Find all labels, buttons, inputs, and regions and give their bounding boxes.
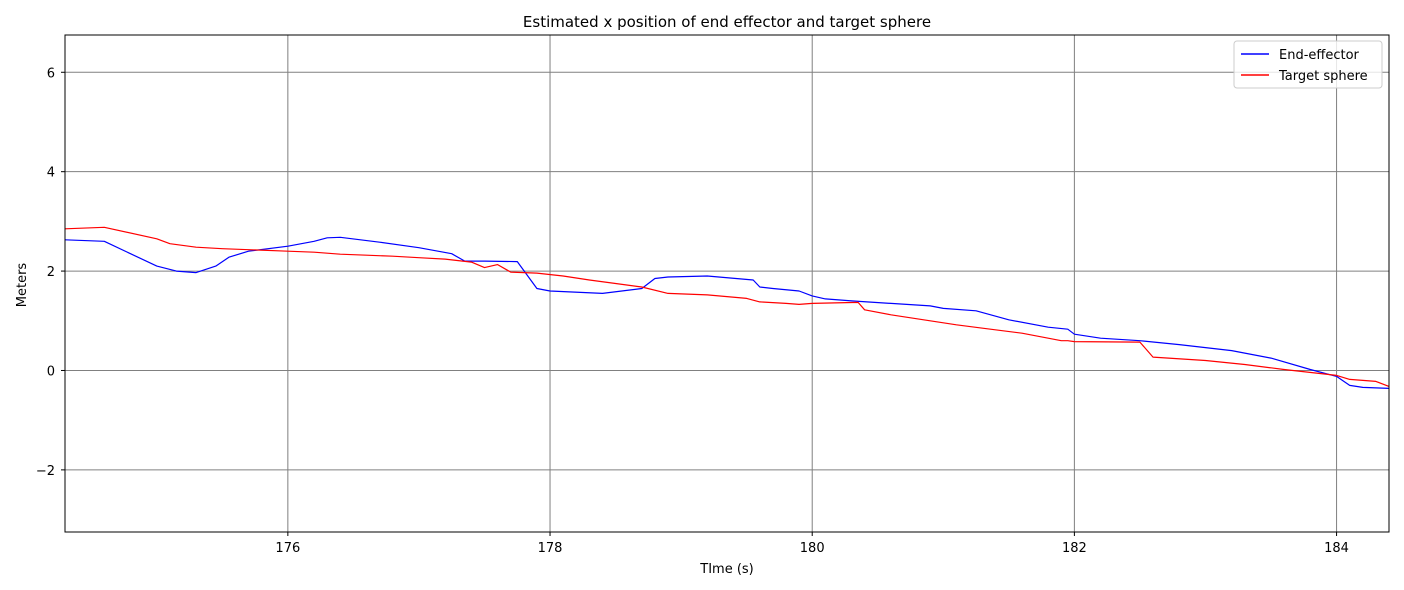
x-tick-label: 182 [1062,541,1087,556]
x-axis-label: TIme (s) [699,562,754,577]
x-tick-label: 180 [800,541,825,556]
series-line-target-sphere [64,226,1390,387]
plot-frame [64,34,1390,533]
legend: End-effector Target sphere [1233,40,1383,89]
chart-title: Estimated x position of end effector and… [523,13,931,31]
y-tick-label: 2 [47,265,55,280]
legend-label: Target sphere [1278,69,1368,84]
x-tick-label: 178 [538,541,563,556]
x-tick-label: 176 [275,541,300,556]
y-axis-label: Meters [15,263,30,308]
y-tick-label: −2 [36,464,55,479]
series-line-end-effector [64,236,1390,389]
x-tick-label: 184 [1324,541,1349,556]
y-tick-label: 0 [47,364,55,379]
y-tick-label: 4 [47,166,55,181]
grid-layer [65,35,1389,532]
legend-label: End-effector [1279,48,1360,63]
legend-box [1233,40,1383,89]
y-tick-label: 6 [47,66,55,81]
series-layer [64,226,1390,389]
tick-layer: 176 178 180 182 184 −2 0 2 4 6 [36,66,1349,556]
